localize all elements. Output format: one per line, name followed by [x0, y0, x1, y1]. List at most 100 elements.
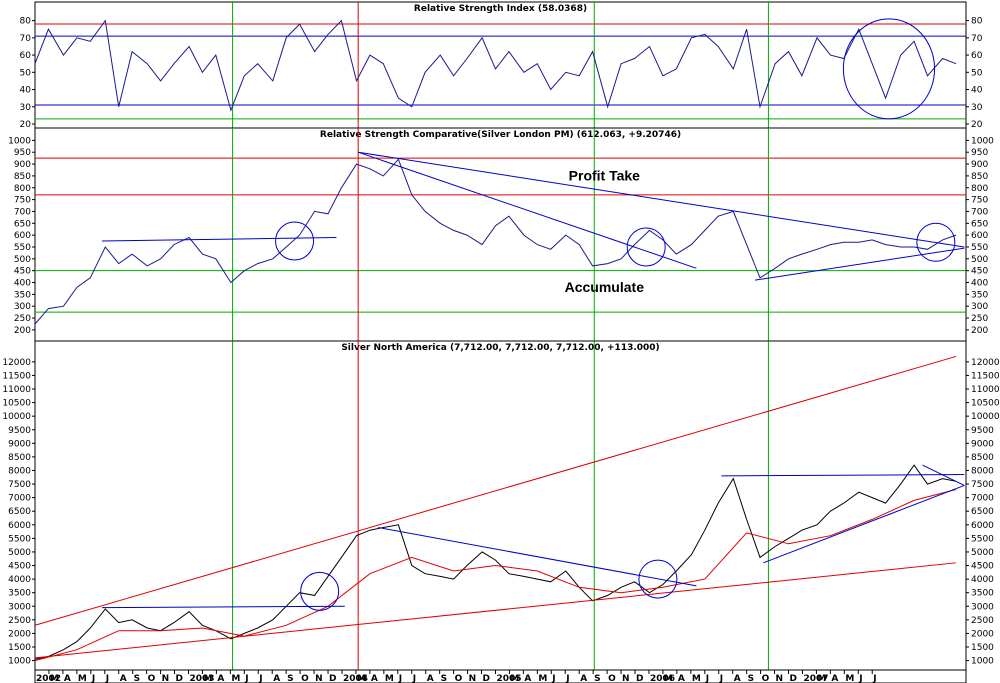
- x-tick-label: S: [134, 674, 140, 683]
- y-tick-label: 20: [20, 120, 32, 130]
- x-tick-label: N: [776, 674, 784, 683]
- x-tick-label: A: [371, 674, 378, 683]
- y-tick-label: 80: [20, 17, 32, 27]
- x-tick-label: J: [705, 674, 709, 683]
- y-tick-label: 7500: [971, 480, 994, 490]
- x-tick-label: 2006: [650, 674, 675, 683]
- y-tick-label: 8500: [8, 453, 31, 463]
- highlight-circle: [916, 222, 956, 262]
- y-tick-label: 7500: [8, 480, 31, 490]
- x-tick-label: A: [273, 674, 280, 683]
- highlight-circle: [842, 18, 936, 120]
- trend-line: [922, 464, 965, 486]
- y-tick-label: 700: [14, 207, 31, 217]
- trend-line: [754, 247, 965, 281]
- y-tick-label: 70: [20, 34, 32, 44]
- trend-line: [721, 474, 965, 477]
- highlight-circle: [300, 571, 340, 611]
- y-tick-label: 10500: [971, 399, 1000, 409]
- x-tick-label: J: [105, 674, 109, 683]
- y-tick-label: 7000: [971, 494, 994, 504]
- y-tick-label: 50: [971, 68, 983, 78]
- y-tick-label: 7000: [8, 494, 31, 504]
- x-tick-label: J: [719, 674, 723, 683]
- y-tick-label: 4000: [971, 575, 994, 585]
- y-tick-label: 2000: [8, 629, 31, 639]
- x-tick-label: N: [315, 674, 323, 683]
- y-tick-label: 1000: [971, 657, 994, 667]
- y-tick-label: 11500: [971, 371, 1000, 381]
- y-tick-label: 10000: [2, 412, 31, 422]
- y-tick-label: 400: [14, 279, 31, 289]
- y-tick-label: 1500: [8, 643, 31, 653]
- y-tick-label: 8000: [971, 466, 994, 476]
- x-tick-label: 2004: [343, 674, 368, 683]
- y-tick-label: 30: [20, 103, 32, 113]
- y-tick-label: 650: [971, 219, 988, 229]
- x-tick-label: M: [845, 674, 854, 683]
- rsc-panel: Relative Strength Comparative(Silver Lon…: [8, 127, 994, 342]
- y-tick-label: 600: [14, 231, 31, 241]
- trend-line: [34, 562, 957, 659]
- y-tick-label: 1000: [8, 136, 31, 146]
- x-tick-label: J: [244, 674, 248, 683]
- x-tick-label: N: [469, 674, 477, 683]
- y-tick-label: 6000: [971, 521, 994, 531]
- y-tick-label: 200: [14, 326, 31, 336]
- x-tick-label: A: [678, 674, 685, 683]
- x-tick-label: D: [790, 674, 797, 683]
- x-tick-label: M: [78, 674, 87, 683]
- y-tick-label: 250: [14, 314, 31, 324]
- y-tick-label: 350: [14, 290, 31, 300]
- x-tick-label: M: [692, 674, 701, 683]
- y-tick-label: 950: [14, 148, 31, 158]
- y-tick-label: 4500: [8, 562, 31, 572]
- y-tick-label: 9500: [971, 426, 994, 436]
- y-tick-label: 800: [14, 184, 31, 194]
- y-tick-label: 10500: [2, 399, 31, 409]
- rsi-panel: Relative Strength Index (58.0368) 20 20 30 3…: [20, 1, 983, 130]
- x-tick-label: S: [441, 674, 447, 683]
- x-tick-label: O: [455, 674, 463, 683]
- y-tick-label: 250: [971, 314, 988, 324]
- trend-line: [101, 605, 345, 609]
- panel-title: Relative Strength Index (58.0368): [414, 4, 587, 14]
- y-tick-label: 11000: [2, 385, 31, 395]
- x-tick-label: M: [817, 674, 826, 683]
- panel-title: Relative Strength Comparative(Silver Lon…: [320, 130, 681, 140]
- y-tick-label: 550: [971, 243, 988, 253]
- y-tick-label: 20: [971, 120, 983, 130]
- x-tick-label: 2007: [803, 674, 828, 683]
- y-tick-label: 200: [971, 326, 988, 336]
- highlight-circle: [275, 221, 315, 261]
- price-panel: Silver North America (7,712.00, 7,712.00…: [2, 340, 1000, 671]
- x-tick-label: A: [64, 674, 71, 683]
- x-tick-label: A: [734, 674, 741, 683]
- x-tick-label: M: [357, 674, 366, 683]
- y-tick-label: 3500: [971, 589, 994, 599]
- trend-line: [34, 355, 957, 626]
- trend-line: [763, 484, 965, 564]
- y-tick-label: 6500: [971, 507, 994, 517]
- y-tick-label: 500: [14, 255, 31, 265]
- y-tick-label: 8000: [8, 466, 31, 476]
- y-tick-label: 60: [971, 51, 983, 61]
- x-tick-label: J: [565, 674, 569, 683]
- highlight-circle: [638, 559, 678, 599]
- trend-line: [358, 151, 697, 269]
- x-tick-label: O: [301, 674, 309, 683]
- highlight-circle: [626, 227, 666, 267]
- x-tick-label: A: [427, 674, 434, 683]
- x-tick-label: S: [594, 674, 600, 683]
- y-tick-label: 80: [971, 17, 983, 27]
- y-tick-label: 800: [971, 184, 988, 194]
- y-tick-label: 70: [971, 34, 983, 44]
- y-tick-label: 750: [14, 196, 31, 206]
- y-tick-label: 300: [971, 302, 988, 312]
- x-tick-label: O: [148, 674, 156, 683]
- y-tick-label: 2500: [8, 616, 31, 626]
- x-tick-label: M: [510, 674, 519, 683]
- x-tick-label: D: [176, 674, 183, 683]
- x-tick-label: M: [385, 674, 394, 683]
